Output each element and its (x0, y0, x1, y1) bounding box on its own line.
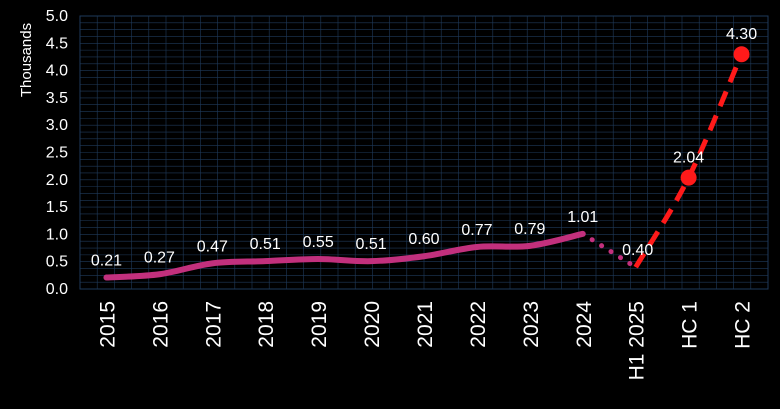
y-tick-label: 0.5 (46, 254, 68, 271)
x-axis: 2015 2016 2017 2018 2019 2020 2021 2022 2023 2024… (96, 301, 754, 381)
y-axis: 0.0 0.5 1.0 1.5 2.0 2.5 3.0 3.5 4.0 4.5 5.0 (46, 8, 68, 298)
data-label: 0.40 (622, 242, 653, 259)
x-tick-label: HC 2 (732, 301, 755, 349)
y-tick-label: 3.5 (46, 90, 68, 107)
data-point-marker (733, 46, 750, 63)
x-tick-label: 2020 (361, 301, 384, 348)
x-tick-label: 2021 (414, 301, 437, 348)
y-tick-label: 3.0 (46, 117, 68, 134)
data-labels: 0.21 0.27 0.47 0.51 0.55 0.51 0.60 0.77 0.79 1.01… (91, 26, 757, 269)
y-tick-label: 4.0 (46, 63, 68, 80)
data-point-marker (680, 169, 697, 186)
x-tick-label: 2018 (255, 301, 278, 348)
y-axis-label: Thousands (18, 23, 35, 97)
x-tick-label: 2024 (573, 301, 596, 348)
x-tick-label: 2016 (149, 301, 172, 348)
y-tick-label: 1.0 (46, 226, 68, 243)
x-tick-label: 2022 (467, 301, 490, 348)
data-label: 0.27 (144, 249, 175, 266)
data-label: 0.77 (461, 222, 492, 239)
y-tick-label: 1.5 (46, 199, 68, 216)
x-tick-label: 2023 (520, 301, 543, 348)
x-tick-label: HC 1 (679, 301, 702, 349)
series-line-solid (103, 230, 586, 281)
data-label: 0.21 (91, 253, 122, 270)
x-tick-label: 2015 (96, 301, 119, 348)
x-tick-label: H1 2025 (626, 301, 649, 380)
data-label: 2.04 (673, 150, 704, 167)
data-label: 0.47 (197, 238, 228, 255)
series-lines (103, 46, 750, 281)
data-label: 1.01 (567, 209, 598, 226)
data-label: 0.55 (303, 234, 334, 251)
series-line-dotted (580, 231, 639, 270)
y-tick-label: 5.0 (46, 8, 68, 25)
data-label: 0.51 (250, 236, 281, 253)
x-tick-label: 2019 (308, 301, 331, 348)
y-tick-label: 4.5 (46, 35, 68, 52)
data-label: 0.60 (408, 231, 439, 248)
data-label: 0.51 (356, 236, 387, 253)
data-label: 4.30 (726, 26, 757, 43)
grid (79, 15, 769, 290)
y-tick-label: 0.0 (46, 281, 68, 298)
x-tick-label: 2017 (202, 301, 225, 348)
y-tick-label: 2.5 (46, 145, 68, 162)
data-label: 0.79 (514, 221, 545, 238)
y-tick-label: 2.0 (46, 172, 68, 189)
